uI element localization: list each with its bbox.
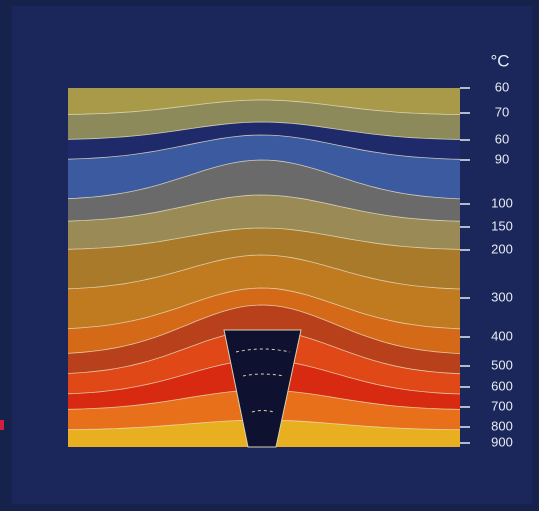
scale-label: 100	[491, 195, 513, 210]
unit-label: °C	[490, 51, 509, 70]
scale-label: 800	[491, 418, 513, 433]
diagram: °C 60 70 60 90 100 150 200 300 400 500 600 700 80090…	[0, 0, 539, 511]
scale-label: 200	[491, 241, 513, 256]
scale-label: 500	[491, 357, 513, 372]
edge-mark	[0, 420, 4, 430]
scale-label: 400	[491, 328, 513, 343]
scale-label: 60	[495, 131, 509, 146]
scale-label: 60	[495, 79, 509, 94]
scale-label: 300	[491, 289, 513, 304]
scale-label: 70	[495, 104, 509, 119]
scale-label: 600	[491, 378, 513, 393]
scale-label: 150	[491, 218, 513, 233]
scale-label: 900	[491, 434, 513, 449]
scale-label: 90	[495, 151, 509, 166]
scale-label: 700	[491, 398, 513, 413]
